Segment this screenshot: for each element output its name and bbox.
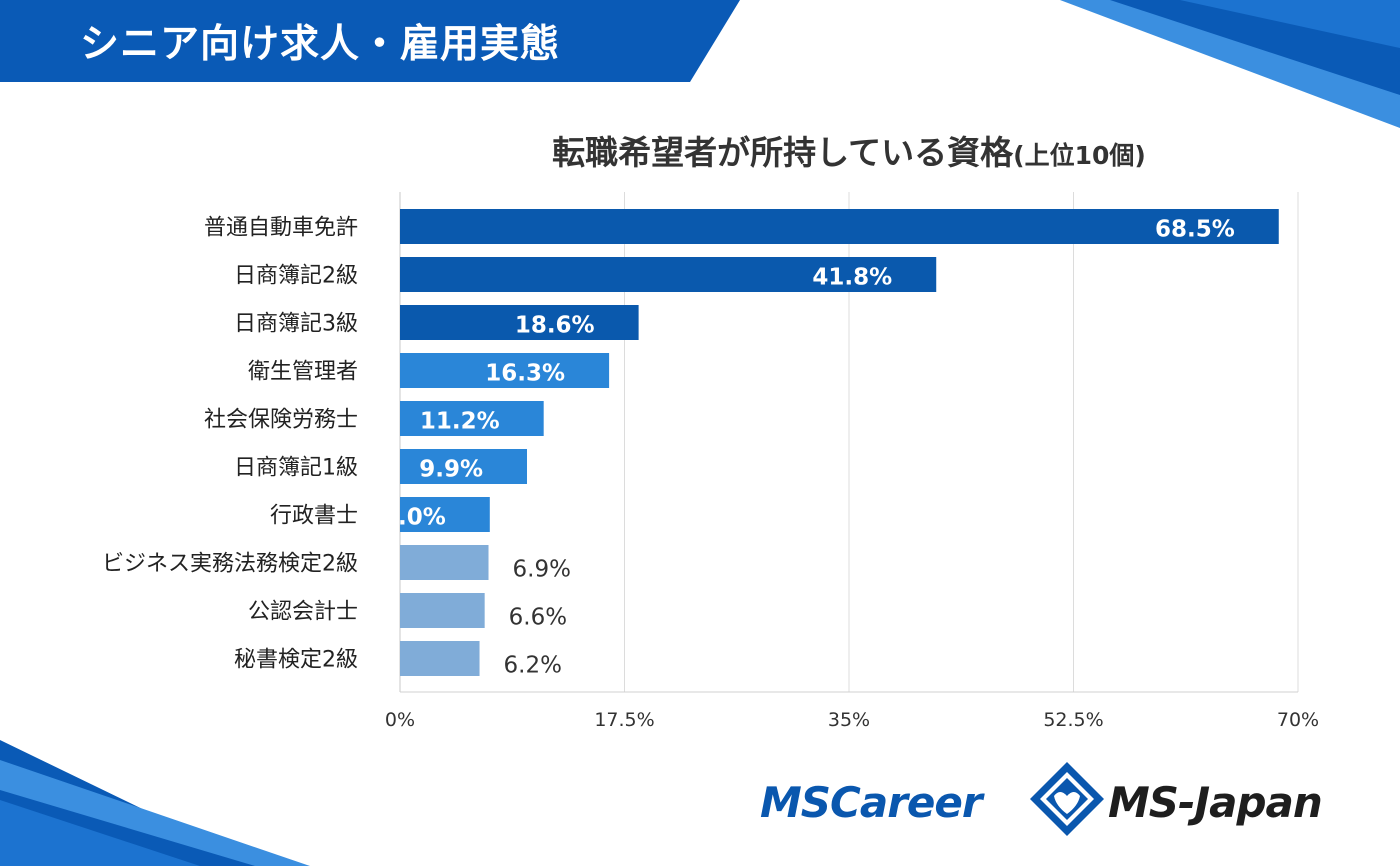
category-label: 社会保険労務士 — [204, 408, 358, 433]
bar — [400, 641, 480, 676]
x-tick-label: 0% — [385, 709, 415, 731]
x-tick-label: 35% — [828, 709, 870, 731]
category-label: 秘書検定2級 — [234, 648, 358, 673]
data-label: 18.6% — [515, 313, 595, 339]
x-tick-label: 17.5% — [594, 709, 654, 731]
ms-japan-logo: MS-Japan — [1108, 778, 1323, 827]
data-label: 6.2% — [504, 653, 562, 679]
bar — [400, 305, 639, 340]
bar — [400, 353, 610, 388]
title-banner — [0, 0, 740, 82]
mscareer-logo: MSCareer — [760, 778, 983, 827]
data-label: 6.6% — [509, 605, 567, 631]
bar — [400, 449, 528, 484]
data-label: 11.2% — [420, 409, 500, 435]
chart-title-main: 転職希望者が所持している資格 — [552, 133, 1014, 172]
bar — [400, 593, 485, 628]
x-tick-label: 52.5% — [1043, 709, 1103, 731]
category-label: 日商簿記2級 — [234, 264, 358, 289]
data-label: 68.5% — [1155, 217, 1235, 243]
bar — [400, 257, 937, 292]
category-label: 日商簿記1級 — [234, 456, 358, 481]
bar — [400, 401, 544, 436]
data-label: 16.3% — [485, 361, 565, 387]
bar — [400, 545, 489, 580]
bar — [400, 497, 490, 532]
category-label: 行政書士 — [270, 504, 358, 529]
category-label: 衛生管理者 — [248, 360, 358, 385]
data-label: 7.0% — [382, 505, 446, 531]
page-title: シニア向け求人・雇用実態 — [80, 22, 561, 67]
x-tick-label: 70% — [1277, 709, 1319, 731]
data-label: 9.9% — [419, 457, 483, 483]
category-label: 公認会計士 — [248, 600, 358, 625]
data-label: 41.8% — [812, 265, 892, 291]
bar — [400, 209, 1279, 244]
category-label: 普通自動車免許 — [204, 216, 358, 241]
data-label: 6.9% — [513, 557, 571, 583]
category-label: ビジネス実務法務検定2級 — [102, 552, 358, 577]
chart-title: 転職希望者が所持している資格(上位10個) — [0, 126, 1400, 174]
category-label: 日商簿記3級 — [234, 312, 358, 337]
ms-japan-diamond-icon — [1030, 762, 1104, 836]
chart-title-suffix: (上位10個) — [1013, 141, 1146, 170]
